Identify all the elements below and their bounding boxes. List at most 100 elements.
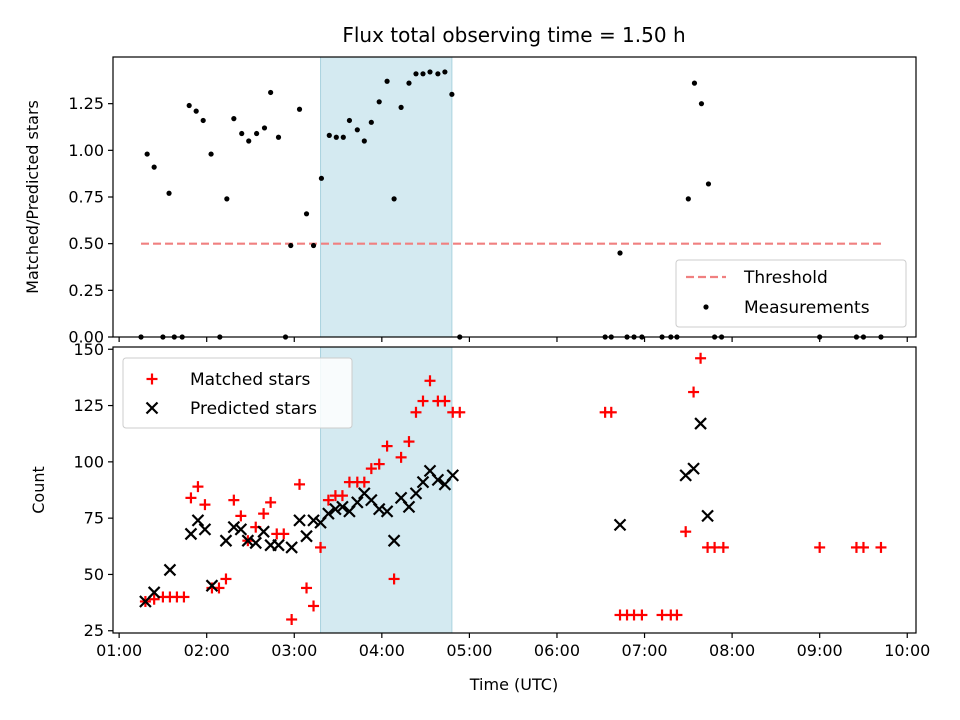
measurement-point [685, 196, 691, 202]
ratio-legend-box [675, 259, 907, 328]
measurement-point [326, 132, 332, 138]
measurement-point [296, 106, 303, 112]
ratio-y-axis-label: Matched/Predicted stars [23, 100, 42, 294]
matched-star-point [695, 352, 707, 364]
legend-measurements-swatch [703, 304, 709, 310]
predicted-star-point [227, 520, 241, 534]
measurement-point [310, 242, 317, 249]
matched-star-point [814, 541, 826, 553]
matched-star-point [857, 541, 869, 553]
predicted-star-point [431, 473, 445, 487]
predicted-star-point [380, 505, 394, 518]
measurement-point [318, 175, 325, 181]
predicted-star-point [402, 500, 416, 514]
legend-predicted-swatch [145, 401, 159, 415]
measurement-point [200, 117, 206, 124]
measurement-point [617, 250, 623, 256]
count-y-tick-label: 100 [73, 452, 104, 471]
time-x-tick-label: 10:00 [884, 641, 930, 660]
matched-star-point [286, 613, 298, 625]
count-legend-box [122, 357, 353, 429]
measurement-point [340, 134, 346, 140]
time-x-axis: 01:00 02:00 03:00 04:00 05:00 06:00 07:00 08:00… [96, 633, 930, 660]
time-x-tick-label: 01:00 [96, 641, 142, 660]
count-y-tick-label: 25 [84, 621, 104, 640]
predicted-star-point [163, 563, 177, 577]
matched-star-point [636, 609, 648, 621]
measurement-point [186, 102, 192, 109]
predicted-star-point [191, 514, 205, 527]
ratio-y-tick-label: 1.25 [68, 94, 104, 113]
measurement-point [144, 151, 150, 157]
predicted-star-point [272, 538, 285, 552]
matched-star-point [605, 406, 617, 418]
measurement-point [406, 80, 412, 86]
measurement-point [151, 164, 157, 170]
predicted-star-point [241, 534, 255, 547]
matched-star-point [315, 541, 327, 553]
measurement-point [442, 69, 448, 75]
time-x-tick-label: 08:00 [709, 641, 755, 660]
matched-star-point [454, 406, 466, 418]
predicted-star-point [694, 417, 707, 430]
predicted-star-point [285, 541, 298, 554]
measurement-point [427, 69, 433, 75]
measurement-point [166, 190, 172, 196]
predicted-star-point [336, 500, 349, 514]
measurement-point [698, 101, 705, 107]
ratio-legend: Threshold Measurements [675, 259, 907, 328]
ratio-y-tick-label: 0.25 [68, 281, 104, 300]
measurement-point [261, 125, 268, 131]
matched-star-point [308, 600, 320, 612]
ratio-y-tick-label: 0.50 [68, 234, 104, 253]
matched-star-point [294, 478, 306, 490]
measurement-point [231, 116, 237, 122]
measurement-point [691, 80, 698, 86]
measurement-point [354, 127, 360, 133]
measurement-point [246, 138, 252, 144]
matched-star-point [403, 436, 415, 448]
legend-matched-swatch [146, 373, 158, 385]
matched-star-point [439, 395, 451, 407]
predicted-star-point [387, 534, 401, 547]
predicted-stars-layer [139, 417, 714, 608]
predicted-star-point [293, 514, 306, 527]
observing-window-highlight-top [320, 56, 453, 338]
count-y-axis-label: Count [29, 466, 48, 514]
matched-star-point [410, 406, 422, 418]
measurement-point [239, 130, 245, 137]
matched-star-point [265, 496, 277, 508]
count-legend: Matched stars Predicted stars [122, 357, 353, 429]
matched-star-point [278, 528, 290, 540]
time-x-tick-label: 07:00 [621, 641, 667, 660]
time-x-tick-label: 09:00 [797, 641, 843, 660]
matched-star-point [381, 440, 393, 452]
matched-star-point [388, 573, 400, 585]
time-x-axis-label: Time (UTC) [469, 675, 558, 694]
measurement-point [208, 151, 214, 157]
ratio-y-tick-label: 1.00 [68, 141, 104, 160]
measurement-point [413, 71, 419, 77]
predicted-star-point [184, 527, 198, 541]
predicted-star-point [219, 534, 233, 547]
predicted-star-point [351, 496, 364, 509]
count-y-axis: 25 50 75 100 125 150 [73, 340, 113, 640]
measurement-point [449, 91, 455, 97]
count-panel: 25 50 75 100 125 150 01:00 02:00 03:00 04:00 05:0… [29, 340, 930, 694]
measurements-layer [138, 69, 884, 340]
chart-title: Flux total observing time = 1.50 h [342, 23, 685, 47]
time-x-tick-label: 03:00 [271, 641, 317, 660]
measurement-point [275, 134, 282, 140]
predicted-star-point [198, 523, 212, 536]
predicted-star-point [372, 502, 386, 516]
time-x-tick-label: 05:00 [446, 641, 492, 660]
predicted-star-point [307, 514, 320, 527]
count-y-tick-label: 150 [73, 340, 104, 359]
matched-star-point [148, 593, 160, 605]
matched-star-point [192, 481, 204, 493]
time-x-tick-label: 04:00 [359, 641, 405, 660]
predicted-star-point [249, 536, 263, 550]
matched-star-point [301, 582, 313, 594]
predicted-star-point [687, 462, 700, 475]
